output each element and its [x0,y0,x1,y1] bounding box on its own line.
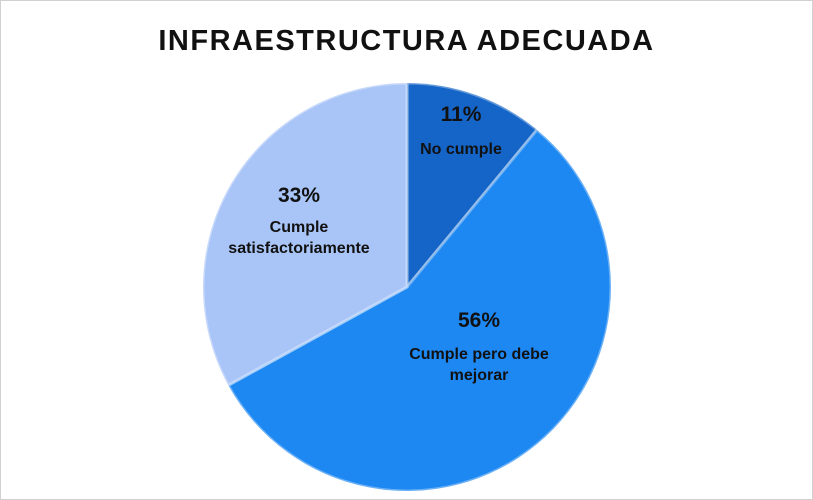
slice-category-label: No cumple [420,141,502,158]
slice-percent-label: 11% [440,103,482,126]
slice-category-label: Cumple satisfactoriamente [228,219,370,257]
slice-percent-label: 33% [277,184,321,207]
pie-slice [226,127,613,493]
pie-slice [405,81,540,292]
slice-percent-label: 56% [457,309,501,332]
pie-slice [201,81,409,388]
chart-title: INFRAESTRUCTURA ADECUADA [158,25,655,57]
slice-category-label: Cumple pero debe mejorar [409,346,549,384]
